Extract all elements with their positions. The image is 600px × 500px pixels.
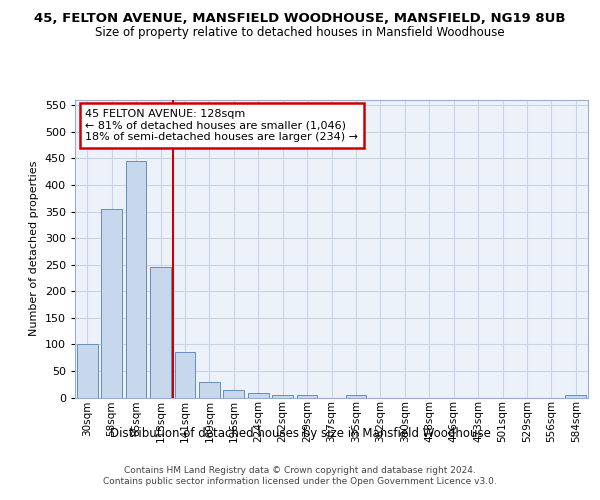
Bar: [296, 395, 317, 398]
Bar: [77, 344, 98, 398]
Bar: [223, 390, 244, 398]
Text: Contains HM Land Registry data © Crown copyright and database right 2024.: Contains HM Land Registry data © Crown c…: [124, 466, 476, 475]
Text: Distribution of detached houses by size in Mansfield Woodhouse: Distribution of detached houses by size …: [110, 428, 490, 440]
Text: 45 FELTON AVENUE: 128sqm
← 81% of detached houses are smaller (1,046)
18% of sem: 45 FELTON AVENUE: 128sqm ← 81% of detach…: [85, 109, 358, 142]
Bar: [125, 161, 146, 398]
Text: Contains public sector information licensed under the Open Government Licence v3: Contains public sector information licen…: [103, 478, 497, 486]
Bar: [175, 352, 196, 398]
Bar: [248, 393, 269, 398]
Bar: [199, 382, 220, 398]
Text: 45, FELTON AVENUE, MANSFIELD WOODHOUSE, MANSFIELD, NG19 8UB: 45, FELTON AVENUE, MANSFIELD WOODHOUSE, …: [34, 12, 566, 26]
Bar: [565, 395, 586, 398]
Bar: [346, 396, 367, 398]
Bar: [101, 209, 122, 398]
Bar: [150, 268, 171, 398]
Bar: [272, 395, 293, 398]
Text: Size of property relative to detached houses in Mansfield Woodhouse: Size of property relative to detached ho…: [95, 26, 505, 39]
Y-axis label: Number of detached properties: Number of detached properties: [29, 161, 39, 336]
